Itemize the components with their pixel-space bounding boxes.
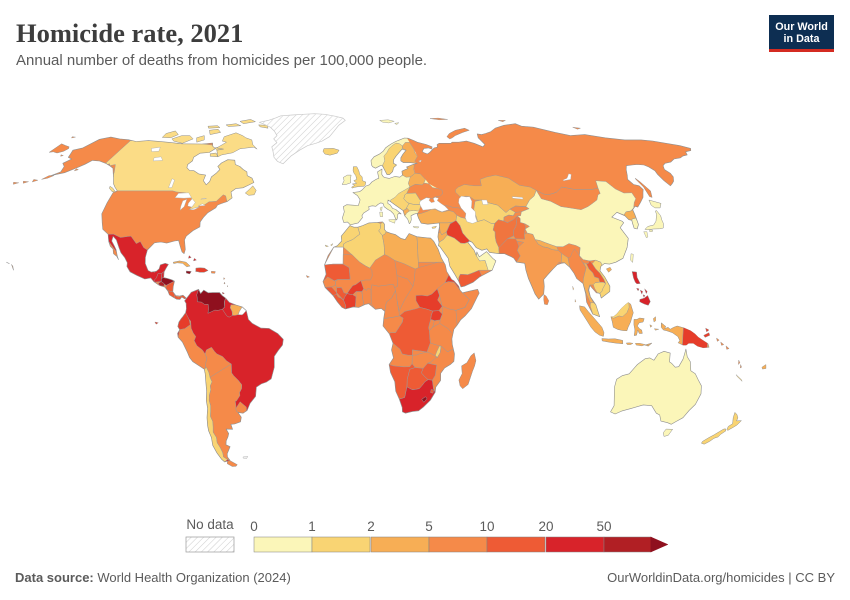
svg-text:0: 0 bbox=[250, 519, 258, 534]
svg-text:5: 5 bbox=[425, 519, 433, 534]
svg-text:50: 50 bbox=[596, 519, 611, 534]
svg-text:No data: No data bbox=[186, 517, 234, 532]
svg-text:2: 2 bbox=[367, 519, 375, 534]
svg-text:1: 1 bbox=[308, 519, 316, 534]
svg-text:20: 20 bbox=[538, 519, 553, 534]
svg-text:10: 10 bbox=[479, 519, 494, 534]
